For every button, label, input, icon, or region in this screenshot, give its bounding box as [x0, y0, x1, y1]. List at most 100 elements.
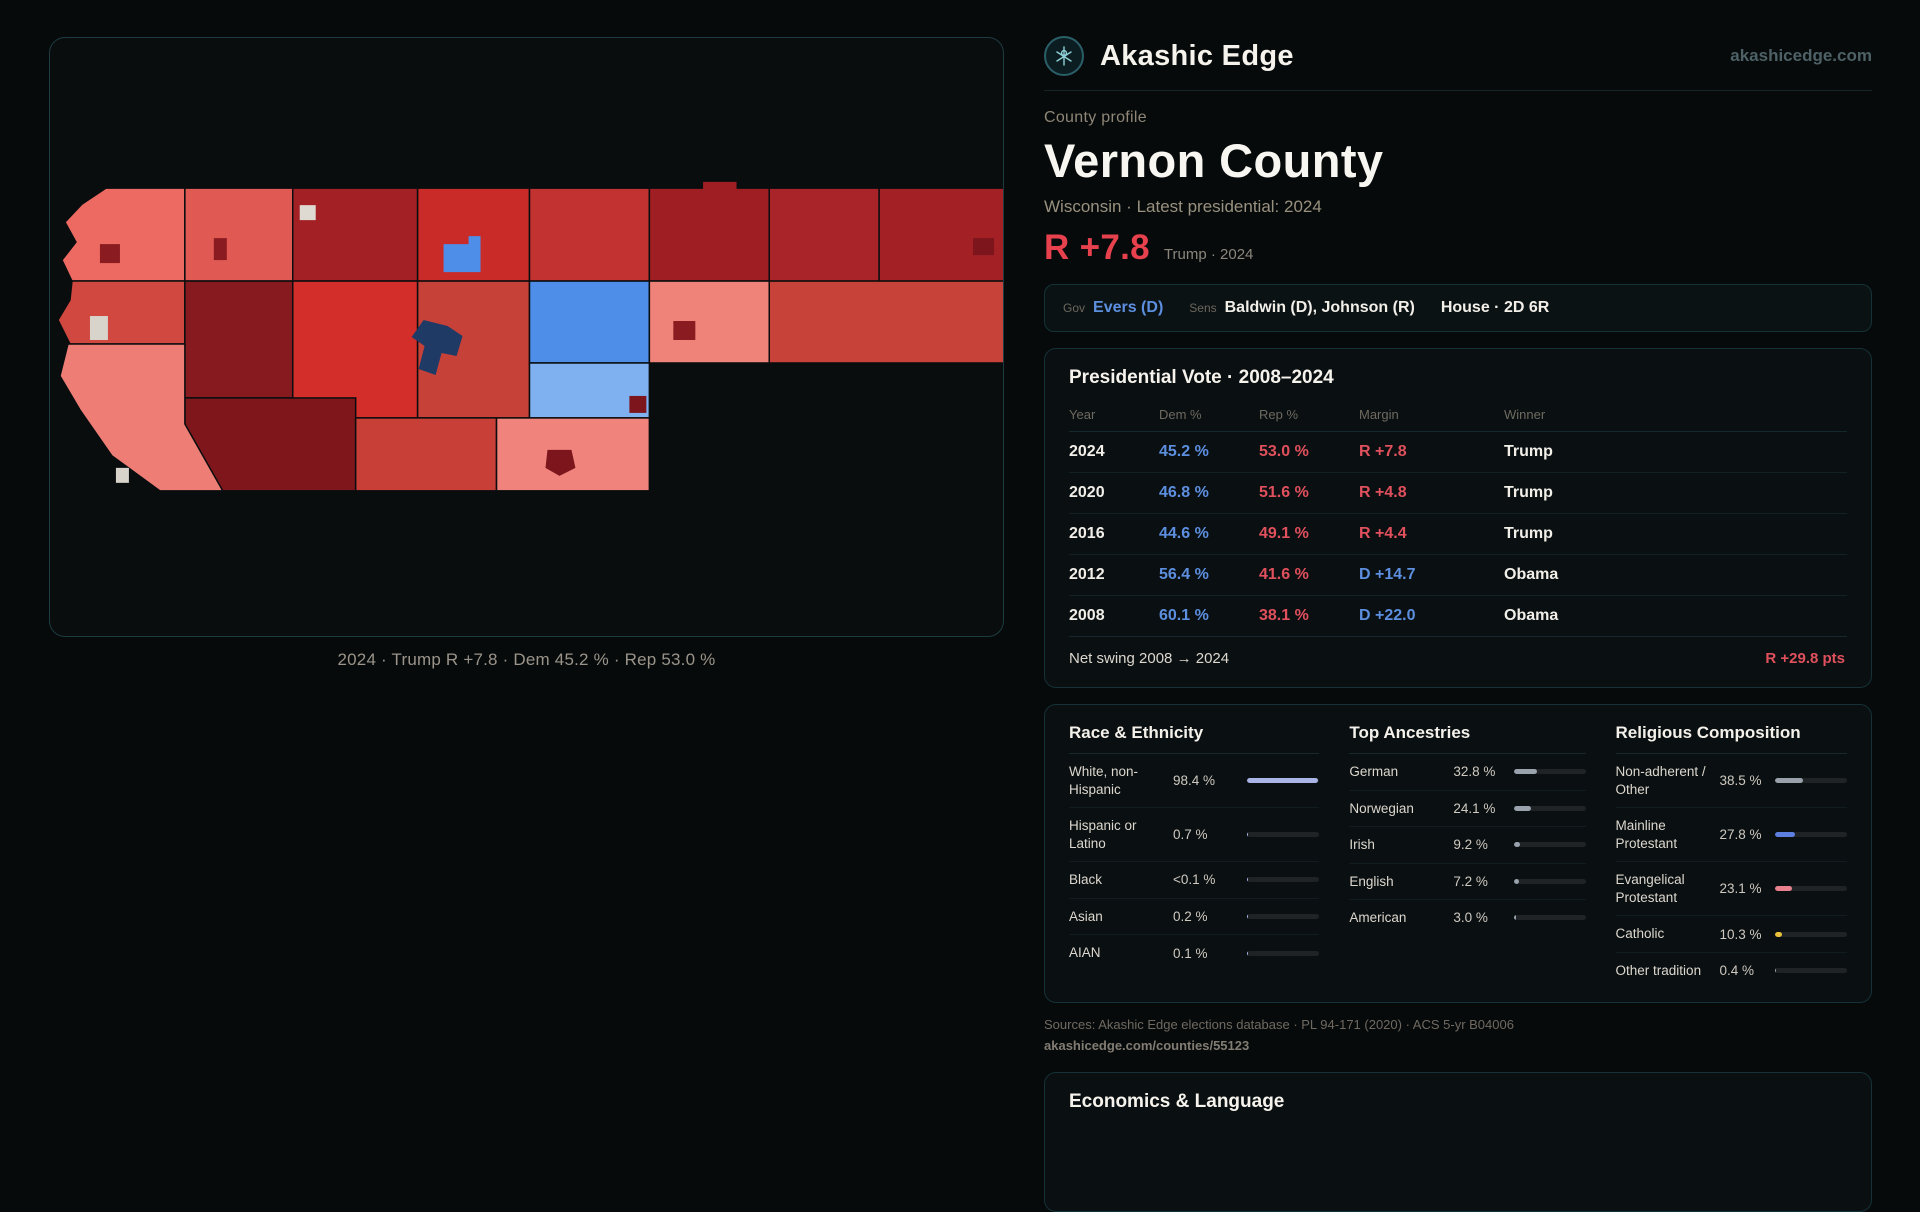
table-row: 2016 44.6 % 49.1 % R +4.4 Trump — [1069, 513, 1847, 555]
stat-label: Non-adherent / Other — [1615, 764, 1706, 797]
list-item: Norwegian 24.1 % — [1349, 791, 1586, 828]
rep-cell: 41.6 % — [1259, 554, 1359, 596]
county-map-panel — [49, 37, 1004, 637]
winner-cell: Trump — [1504, 513, 1847, 555]
stat-bar — [1513, 878, 1586, 884]
list-item: English 7.2 % — [1349, 864, 1586, 901]
dem-cell: 44.6 % — [1159, 513, 1259, 555]
margin-cell: D +14.7 — [1359, 554, 1504, 596]
stat-label: Irish — [1349, 837, 1375, 853]
presidential-vote-card: Presidential Vote · 2008–2024 Year Dem %… — [1044, 348, 1872, 688]
county-choropleth-map[interactable] — [50, 38, 1004, 637]
stat-label: Other tradition — [1615, 962, 1702, 978]
stat-label: Norwegian — [1349, 800, 1414, 816]
margin-cell: R +4.8 — [1359, 472, 1504, 514]
stat-value: 38.5 % — [1719, 773, 1762, 789]
stat-label: White, non-Hispanic — [1069, 764, 1139, 797]
list-item: German 32.8 % — [1349, 754, 1586, 791]
stat-label: Hispanic or Latino — [1069, 818, 1137, 851]
stat-bar — [1247, 914, 1320, 919]
county-profile-panel: Akashic Edge akashicedge.com County prof… — [1044, 30, 1872, 1212]
margin-cell: R +4.4 — [1359, 513, 1504, 555]
site-header: Akashic Edge akashicedge.com — [1044, 30, 1872, 82]
house-delegation-value: House · 2D 6R — [1440, 299, 1550, 316]
col-winner: Winner — [1504, 399, 1847, 432]
list-item: Catholic 10.3 % — [1615, 916, 1847, 953]
stat-label: Evangelical Protestant — [1615, 872, 1685, 905]
list-item: AIAN 0.1 % — [1069, 935, 1320, 971]
sources-line: Sources: Akashic Edge elections database… — [1044, 1017, 1514, 1033]
governor-value: Evers (D) — [1093, 299, 1164, 316]
stat-value: 23.1 % — [1719, 881, 1762, 897]
city-and-landmark-patches — [89, 205, 995, 483]
table-row: 2008 60.1 % 38.1 % D +22.0 Obama — [1069, 595, 1847, 637]
rep-cell: 38.1 % — [1259, 595, 1359, 637]
stat-label: Black — [1069, 872, 1103, 888]
stat-value: <0.1 % — [1173, 872, 1216, 888]
stat-value: 0.2 % — [1173, 909, 1208, 924]
stat-value: 10.3 % — [1719, 926, 1762, 942]
brand-name[interactable]: Akashic Edge — [1100, 39, 1294, 72]
list-item: Asian 0.2 % — [1069, 899, 1320, 936]
table-row: 2012 56.4 % 41.6 % D +14.7 Obama — [1069, 554, 1847, 596]
stat-value: 0.4 % — [1719, 963, 1755, 979]
brand-logo-link[interactable] — [1044, 36, 1084, 76]
presidential-vote-table: Year Dem % Rep % Margin Winner 2024 45.2… — [1069, 399, 1847, 637]
winner-cell: Obama — [1504, 595, 1847, 637]
stat-value: 7.2 % — [1453, 873, 1488, 889]
stat-bar — [1775, 931, 1847, 937]
economics-language-title: Economics & Language — [1069, 1090, 1285, 1112]
year-cell: 2008 — [1069, 595, 1159, 637]
akashic-edge-logo-icon — [1056, 46, 1072, 66]
table-row: 2024 45.2 % 53.0 % R +7.8 Trump — [1069, 431, 1847, 473]
col-margin: Margin — [1359, 399, 1504, 432]
headline-margin-row: R +7.8 Trump · 2024 — [1044, 228, 1872, 268]
stat-label: American — [1349, 910, 1407, 926]
officials-bar: Gov Evers (D) Sens Baldwin (D), Johnson … — [1044, 284, 1872, 332]
site-domain-link[interactable]: akashicedge.com — [1730, 46, 1872, 65]
stat-value: 0.1 % — [1173, 945, 1208, 961]
stat-label: Catholic — [1615, 926, 1665, 942]
stat-value: 98.4 % — [1173, 773, 1216, 789]
net-swing-value: R +29.8 pts — [1765, 650, 1845, 667]
rep-cell: 53.0 % — [1259, 431, 1359, 473]
list-item: American 3.0 % — [1349, 900, 1586, 936]
economics-language-card: Economics & Language — [1044, 1071, 1872, 1212]
rep-cell: 49.1 % — [1259, 513, 1359, 555]
net-swing-label: Net swing 2008 → 2024 — [1069, 650, 1230, 667]
table-row: 2020 46.8 % 51.6 % R +4.8 Trump — [1069, 472, 1847, 514]
county-shapes[interactable] — [57, 180, 1004, 492]
col-dem: Dem % — [1159, 399, 1259, 432]
county-permalink[interactable]: akashicedge.com/counties/55123 — [1044, 1037, 1250, 1053]
top-ancestries-column: Top Ancestries German 32.8 % Norwegian 2… — [1349, 723, 1586, 988]
list-item: Other tradition 0.4 % — [1616, 953, 1847, 989]
winner-cell: Trump — [1504, 472, 1847, 514]
religious-composition-title: Religious Composition — [1615, 723, 1847, 754]
senators-value: Baldwin (D), Johnson (R) — [1224, 299, 1415, 316]
stat-value: 9.2 % — [1453, 837, 1488, 853]
stat-bar — [1247, 778, 1320, 784]
list-item: White, non-Hispanic 98.4 % — [1069, 754, 1320, 809]
margin-cell: R +7.8 — [1359, 431, 1504, 473]
stat-label: AIAN — [1069, 945, 1101, 961]
stat-bar — [1775, 778, 1847, 784]
presidential-vote-title: Presidential Vote · 2008–2024 — [1069, 367, 1334, 388]
rep-cell: 51.6 % — [1259, 472, 1359, 514]
margin-cell: D +22.0 — [1359, 595, 1504, 637]
list-item: Irish 9.2 % — [1349, 827, 1586, 864]
year-cell: 2016 — [1069, 513, 1159, 555]
stat-bar — [1247, 832, 1320, 838]
col-rep: Rep % — [1259, 399, 1359, 432]
stat-value: 32.8 % — [1453, 764, 1496, 780]
year-cell: 2020 — [1069, 472, 1159, 514]
header-divider — [1044, 90, 1872, 91]
winner-cell: Trump — [1504, 431, 1847, 473]
list-item: Mainline Protestant 27.8 % — [1615, 808, 1847, 863]
winner-cell: Obama — [1504, 554, 1847, 596]
year-cell: 2012 — [1069, 554, 1159, 596]
sources-footnote: Sources: Akashic Edge elections database… — [1044, 1015, 1872, 1055]
stat-value: 27.8 % — [1719, 827, 1762, 843]
stat-bar — [1775, 968, 1847, 974]
map-caption: 2024 · Trump R +7.8 · Dem 45.2 % · Rep 5… — [337, 650, 716, 669]
race-ethnicity-title: Race & Ethnicity — [1069, 723, 1320, 754]
